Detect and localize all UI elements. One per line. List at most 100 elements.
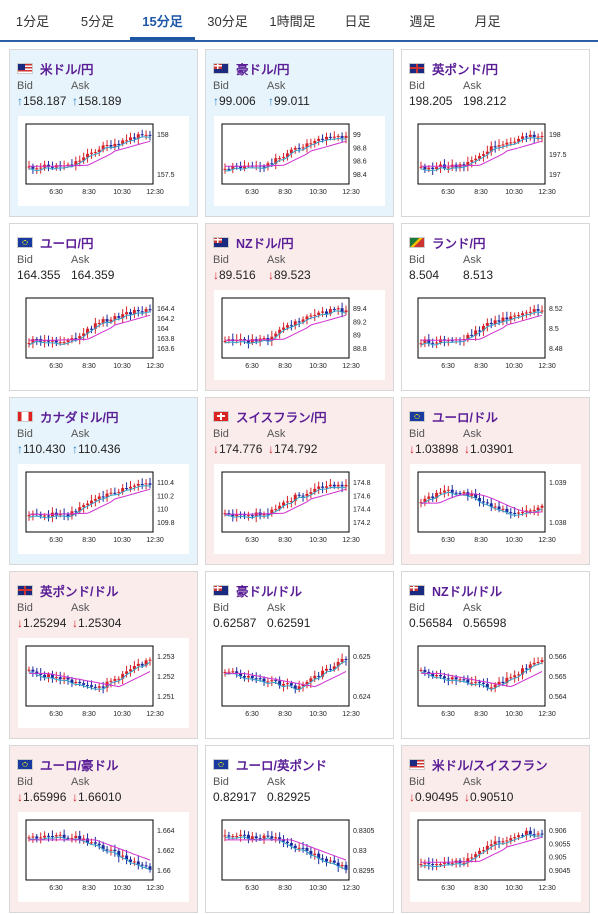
candle-body — [78, 507, 82, 512]
tab-4[interactable]: 1時間足 — [269, 14, 316, 29]
candle-body — [485, 323, 489, 326]
x-tick-label: 8:30 — [278, 189, 292, 196]
candle-body — [47, 164, 51, 167]
ma-short-line — [420, 311, 543, 346]
candle-body — [297, 321, 301, 323]
candle-body — [132, 309, 136, 315]
pair-name[interactable]: ユーロ/豪ドル — [40, 758, 119, 773]
pair-header: 英ポンド/ドル — [17, 582, 119, 599]
y-tick-label: 8.48 — [549, 346, 563, 353]
tab-5[interactable]: 日足 — [344, 14, 371, 29]
candlestick-chart[interactable]: 0.566 0.565 0.564 6:30 8:30 10:30 12:30 — [410, 638, 581, 728]
candle-body — [489, 687, 493, 689]
pair-name[interactable]: 豪ドル/円 — [236, 62, 290, 77]
rate-card[interactable]: ユーロ/円 Bid Ask 164.355 164.359 164.4 164.2… — [9, 223, 198, 391]
tab-0[interactable]: 1分足 — [15, 14, 50, 29]
pair-name[interactable]: 英ポンド/ドル — [40, 584, 119, 599]
y-tick-label: 0.566 — [549, 654, 567, 661]
tab-3[interactable]: 30分足 — [207, 14, 248, 29]
y-tick-label: 174.2 — [353, 520, 371, 527]
rate-card[interactable]: 米ドル/円 Bid Ask ↑158.187 ↑158.189 158 157.5… — [9, 49, 198, 217]
x-tick-label: 8:30 — [82, 537, 96, 544]
rate-card[interactable]: 英ポンド/ドル Bid Ask ↓1.25294 ↓1.25304 1.253 1… — [9, 571, 198, 739]
candle-body — [423, 669, 427, 672]
candle-body — [282, 684, 286, 686]
rate-card[interactable]: 英ポンド/円 Bid Ask 198.205 198.212 198 197.5 1… — [401, 49, 590, 217]
rate-card[interactable]: NZドル/ドル Bid Ask 0.56584 0.56598 0.566 0.5… — [401, 571, 590, 739]
candle-body — [489, 503, 493, 507]
candle-body — [231, 836, 235, 838]
candle-body — [446, 167, 450, 169]
tab-7[interactable]: 月足 — [474, 14, 501, 29]
tab-6[interactable]: 週足 — [409, 14, 436, 29]
bid-value: 0.82917 — [213, 790, 257, 804]
candle-body — [93, 842, 97, 844]
candle-body — [324, 311, 328, 314]
rate-card[interactable]: 豪ドル/ドル Bid Ask 0.62587 0.62591 0.625 0.62… — [205, 571, 394, 739]
pair-name[interactable]: 豪ドル/ドル — [236, 584, 302, 599]
candlestick-chart[interactable]: 99 98.8 98.6 98.4 6:30 8:30 10:30 12:30 — [214, 116, 385, 206]
rate-card[interactable]: ユーロ/英ポンド Bid Ask 0.82917 0.82925 0.8305 0… — [205, 745, 394, 913]
ask-value: 0.82925 — [267, 790, 311, 804]
candle-body — [489, 844, 493, 846]
candle-body — [278, 329, 282, 334]
pair-name[interactable]: NZドル/円 — [236, 236, 294, 251]
pair-name[interactable]: ユーロ/英ポンド — [236, 758, 327, 773]
rate-card[interactable]: スイスフラン/円 Bid Ask ↓174.776 ↓174.792 174.8… — [205, 397, 394, 565]
x-tick-label: 12:30 — [538, 711, 556, 718]
pair-name[interactable]: ユーロ/円 — [40, 236, 94, 251]
candle-body — [540, 660, 544, 663]
pair-name[interactable]: ランド/円 — [432, 236, 486, 251]
candlestick-chart[interactable]: 1.039 1.038 6:30 8:30 10:30 12:30 — [410, 464, 581, 554]
candlestick-chart[interactable]: 89.4 89.2 89 88.8 6:30 8:30 10:30 12:30 — [214, 290, 385, 380]
rate-card[interactable]: ランド/円 Bid Ask 8.504 8.513 8.52 8.5 8.48 6:3… — [401, 223, 590, 391]
candle-body — [227, 671, 231, 673]
rate-card[interactable]: カナダドル/円 Bid Ask ↑110.430 ↑110.436 110.4 1… — [9, 397, 198, 565]
candlestick-chart[interactable]: 164.4 164.2 164 163.8 163.6 6:30 8:30 10:30 12:3… — [18, 290, 189, 380]
tab-1[interactable]: 5分足 — [80, 14, 115, 29]
pair-name[interactable]: スイスフラン/円 — [236, 410, 327, 425]
pair-name[interactable]: 英ポンド/円 — [432, 62, 498, 77]
candle-body — [282, 327, 286, 330]
candle-body — [309, 315, 313, 317]
rate-card[interactable]: 米ドル/スイスフラン Bid Ask ↓0.90495 ↓0.90510 0.9… — [401, 745, 590, 913]
candle-body — [442, 490, 446, 493]
candlestick-chart[interactable]: 0.8305 0.83 0.8295 6:30 8:30 10:30 12:30 — [214, 812, 385, 902]
candlestick-chart[interactable]: 198 197.5 197 6:30 8:30 10:30 12:30 — [410, 116, 581, 206]
candlestick-chart[interactable]: 0.906 0.9055 0.905 0.9045 6:30 8:30 10:30 12:30 — [410, 812, 581, 902]
pair-name[interactable]: NZドル/ドル — [432, 584, 503, 599]
candlestick-chart[interactable]: 174.8 174.6 174.4 174.2 6:30 8:30 10:30 12:30 — [214, 464, 385, 554]
candlestick-chart[interactable]: 0.625 0.624 6:30 8:30 10:30 12:30 — [214, 638, 385, 728]
pair-name[interactable]: 米ドル/円 — [40, 62, 94, 77]
candle-body — [66, 340, 70, 343]
candle-body — [517, 512, 521, 514]
rate-card[interactable]: NZドル/円 Bid Ask ↓89.516 ↓89.523 89.4 89.2 8… — [205, 223, 394, 391]
candlestick-chart[interactable]: 110.4 110.2 110 109.8 6:30 8:30 10:30 12:30 — [18, 464, 189, 554]
x-tick-label: 10:30 — [113, 363, 131, 370]
candlestick-chart[interactable]: 8.52 8.5 8.48 6:30 8:30 10:30 12:30 — [410, 290, 581, 380]
pair-name[interactable]: カナダドル/円 — [40, 410, 119, 425]
rate-card[interactable]: 豪ドル/円 Bid Ask ↑99.006 ↑99.011 99 98.8 98.6… — [205, 49, 394, 217]
candle-body — [513, 512, 517, 514]
candle-body — [423, 166, 427, 170]
candlestick-chart[interactable]: 158 157.5 6:30 8:30 10:30 12:30 — [18, 116, 189, 206]
pair-name[interactable]: 米ドル/スイスフラン — [432, 758, 548, 773]
candle-body — [82, 157, 86, 161]
rate-card[interactable]: ユーロ/ドル Bid Ask ↓1.03898 ↓1.03901 1.039 1.… — [401, 397, 590, 565]
candle-body — [243, 514, 247, 516]
bid-value: 198.205 — [409, 94, 453, 108]
pair-name[interactable]: ユーロ/ドル — [432, 410, 498, 425]
candlestick-chart[interactable]: 1.253 1.252 1.251 6:30 8:30 10:30 12:30 — [18, 638, 189, 728]
candle-body — [517, 315, 521, 317]
ask-label: Ask — [267, 80, 286, 92]
tab-2[interactable]: 15分足 — [130, 0, 195, 40]
candle-body — [532, 134, 536, 137]
candle-body — [254, 678, 258, 680]
candlestick-chart[interactable]: 1.664 1.662 1.66 6:30 8:30 10:30 12:30 — [18, 812, 189, 902]
ask-value: 164.359 — [71, 268, 115, 282]
candle-body — [427, 167, 431, 170]
candle-body — [136, 309, 140, 312]
rate-card[interactable]: ユーロ/豪ドル Bid Ask ↓1.65996 ↓1.66010 1.664 1… — [9, 745, 198, 913]
candle-body — [223, 340, 227, 342]
candle-body — [297, 147, 301, 149]
